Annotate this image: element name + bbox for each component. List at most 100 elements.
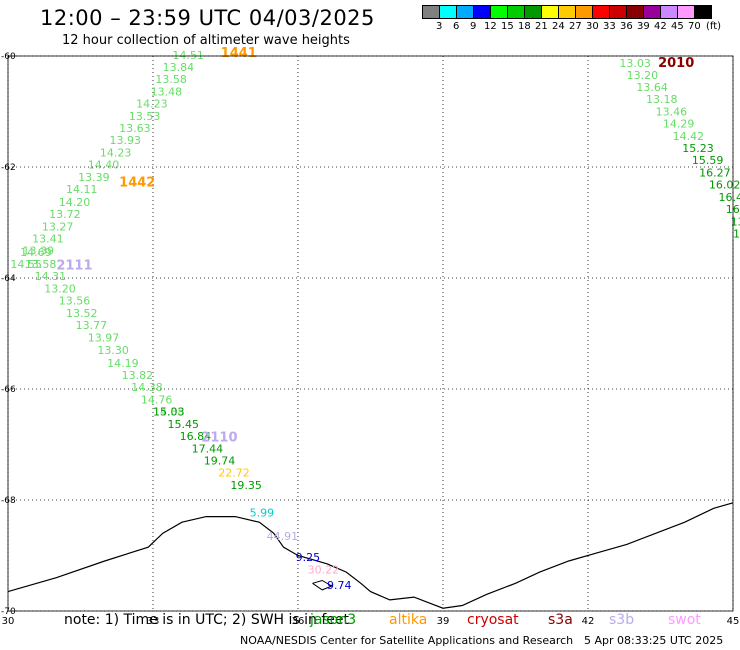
wave-height-reading: 13.20	[627, 69, 659, 82]
wave-height-reading: 16.27	[699, 166, 731, 179]
scale-swatch	[694, 5, 712, 19]
wave-height-reading: 13.64	[636, 81, 668, 94]
track-id-label: 2110	[201, 431, 237, 446]
wave-height-reading: 13.03	[619, 57, 651, 70]
scale-label: 33	[603, 21, 616, 32]
wave-height-reading: 13.97	[88, 331, 120, 344]
track-id-label: 1441	[221, 46, 257, 61]
wave-height-reading: 13	[731, 215, 740, 228]
wave-height-reading: 13.27	[42, 220, 73, 233]
wave-height-reading: 13.58	[155, 73, 187, 86]
wave-height-reading: 14.11	[66, 183, 98, 196]
wave-height-reading: 5.99	[250, 507, 275, 520]
wave-height-reading: 14.38	[131, 381, 163, 394]
track-id-label: 2111	[56, 259, 92, 274]
lat-tick-label: -60	[1, 52, 16, 62]
scale-label: 70	[688, 21, 701, 32]
wave-height-reading: 13.39	[78, 171, 110, 184]
wave-height-reading: 13.20	[44, 282, 76, 295]
wave-height-reading: 14.42	[673, 130, 705, 143]
track-id-label: 1442	[119, 175, 155, 190]
wave-height-reading: 14.55	[10, 258, 42, 271]
lat-tick-label: -66	[1, 385, 16, 395]
scale-label: 45	[671, 21, 684, 32]
wave-height-reading: 14.51	[172, 49, 204, 62]
color-scale	[422, 5, 712, 19]
axis-ticks: 30 33 36 39 42 45-60-62-64-66-68-70	[1, 52, 739, 627]
wave-height-reading: 16.45	[719, 191, 740, 204]
wave-height-reading: 14.23	[136, 98, 168, 111]
mission-jason3: jason3	[310, 612, 357, 628]
track-labels: 1441 1442 2111 2110 2010	[56, 46, 694, 446]
wave-height-reading: 13.52	[66, 307, 98, 320]
scale-label: 6	[453, 21, 460, 32]
wave-height-reading: 19.35	[230, 479, 261, 492]
lat-tick-label: -70	[1, 607, 16, 617]
scale-label: 18	[518, 21, 531, 32]
mission-s3a: s3a	[548, 612, 573, 628]
wave-height-reading: 19.74	[204, 454, 236, 467]
wave-height-reading: 22.72	[218, 467, 250, 480]
wave-height-reading: 14.29	[663, 118, 695, 131]
wave-height-reading: 16.02	[709, 179, 740, 192]
wave-height-reading: 13.18	[646, 93, 678, 106]
track-id-label: 2010	[658, 56, 694, 71]
scale-label: 24	[552, 21, 565, 32]
page-title: 12:00 – 23:59 UTC 04/03/2025	[40, 6, 375, 30]
wave-height-reading: 13.39	[23, 245, 55, 258]
wave-height-reading: 13.48	[151, 85, 183, 98]
page-subtitle: 12 hour collection of altimeter wave hei…	[62, 33, 350, 48]
wave-height-reading: 14.23	[100, 146, 132, 159]
wave-readings: 14.5113.8413.5813.4814.2313.5313.6313.93…	[10, 49, 740, 592]
map-frame	[7, 55, 734, 612]
wave-height-reading: 9.74	[327, 579, 352, 592]
mission-s3b: s3b	[609, 612, 635, 628]
scale-label: 30	[586, 21, 599, 32]
wave-height-reading: 13.84	[163, 61, 195, 74]
mission-altika: altika	[389, 612, 428, 628]
wave-height-reading: 13.53	[129, 110, 161, 123]
lon-tick-label: 42	[582, 616, 595, 627]
lat-tick-label: -68	[1, 496, 16, 506]
coastline-island	[312, 579, 333, 591]
lon-tick-label: 36	[292, 616, 305, 627]
wave-height-reading: 16.84	[180, 430, 212, 443]
wave-height-reading: 13.56	[59, 295, 91, 308]
wave-height-reading: 13.72	[49, 208, 80, 221]
wave-height-reading: 9.25	[296, 551, 321, 564]
wave-height-reading: 15.03	[153, 406, 185, 419]
footer-note: note: 1) Time is in UTC; 2) SWH is in fe…	[64, 612, 350, 628]
wave-height-reading: 30.22	[308, 563, 340, 576]
lon-tick-label: 39	[437, 616, 450, 627]
lon-tick-label: 30	[2, 616, 15, 627]
wave-height-reading: 13.93	[110, 134, 142, 147]
scale-label: 3	[436, 21, 443, 32]
wave-height-reading: 15.23	[682, 142, 714, 155]
wave-height-reading: 44.91	[267, 530, 299, 543]
scale-label: 42	[654, 21, 667, 32]
scale-label: 9	[470, 21, 477, 32]
wave-height-reading: 13.82	[122, 369, 154, 382]
credit-line: NOAA/NESDIS Center for Satellite Applica…	[240, 634, 574, 647]
wave-height-reading: 14.31	[35, 270, 66, 283]
wave-height-reading: 14.76	[141, 393, 173, 406]
wave-height-reading: 13.58	[25, 258, 56, 271]
wave-height-reading: 15.45	[168, 418, 200, 431]
wave-height-reading: 15.59	[692, 154, 724, 167]
wave-height-reading: 14.40	[88, 159, 120, 172]
lon-tick-label: 33	[147, 616, 160, 627]
wave-height-reading: 14.69	[20, 246, 52, 259]
scale-label: 36	[620, 21, 633, 32]
wave-height-reading: 13.46	[656, 105, 688, 118]
scale-label: 27	[569, 21, 582, 32]
wave-height-reading: 14.20	[59, 196, 91, 209]
lat-tick-label: -64	[1, 274, 16, 284]
generation-timestamp: 5 Apr 08:33:25 UTC 2025	[584, 634, 724, 647]
wave-height-reading: 1	[733, 227, 740, 240]
scale-label: 21	[535, 21, 548, 32]
wave-height-reading: 13.77	[76, 319, 108, 332]
lon-tick-label: 45	[727, 616, 740, 627]
scale-label: 12	[484, 21, 497, 32]
mission-cryosat: cryosat	[467, 612, 519, 628]
